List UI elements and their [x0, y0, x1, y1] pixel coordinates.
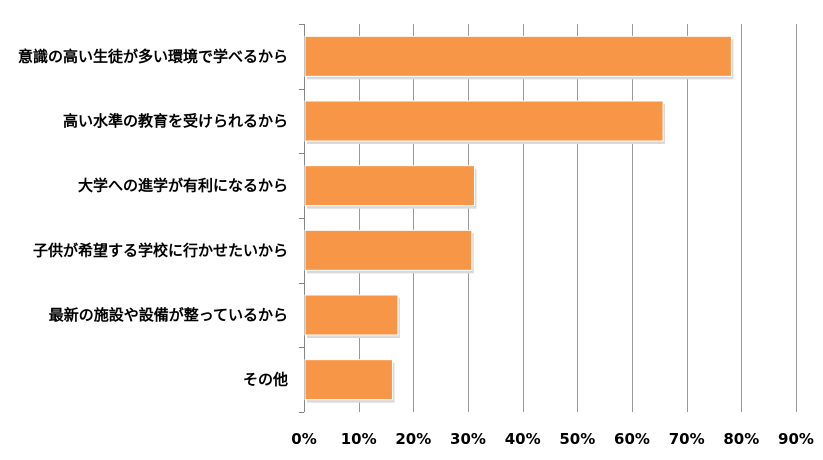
category-label: その他	[243, 371, 288, 389]
x-tick-label: 70%	[669, 430, 705, 448]
bar	[304, 229, 473, 271]
x-tick-label: 50%	[559, 430, 595, 448]
x-tick-label: 10%	[341, 430, 377, 448]
x-tick-label: 0%	[291, 430, 316, 448]
x-tick-label: 20%	[395, 430, 431, 448]
bars	[304, 35, 734, 403]
bar	[304, 165, 475, 207]
category-labels: 意識の高い生徒が多い環境で学べるから高い水準の教育を受けられるから大学への進学が…	[18, 47, 288, 388]
x-tick-label: 90%	[778, 430, 814, 448]
category-label: 意識の高い生徒が多い環境で学べるから	[18, 47, 288, 65]
x-tick-label: 30%	[450, 430, 486, 448]
x-tick-labels: 0% 10% 20% 30% 40% 50% 60% 70% 80% 90%	[291, 430, 814, 448]
x-tick-label: 80%	[723, 430, 759, 448]
x-tick-label: 60%	[614, 430, 650, 448]
bar	[304, 35, 732, 77]
bar	[304, 100, 664, 142]
category-label: 子供が希望する学校に行かせたいから	[33, 241, 288, 259]
category-label: 最新の施設や設備が整っているから	[49, 306, 288, 324]
category-label: 大学への進学が有利になるから	[78, 177, 288, 195]
gridlines	[299, 24, 797, 413]
bar	[304, 294, 399, 336]
x-tick-label: 40%	[505, 430, 541, 448]
category-label: 高い水準の教育を受けられるから	[63, 112, 288, 130]
bar	[304, 359, 393, 401]
